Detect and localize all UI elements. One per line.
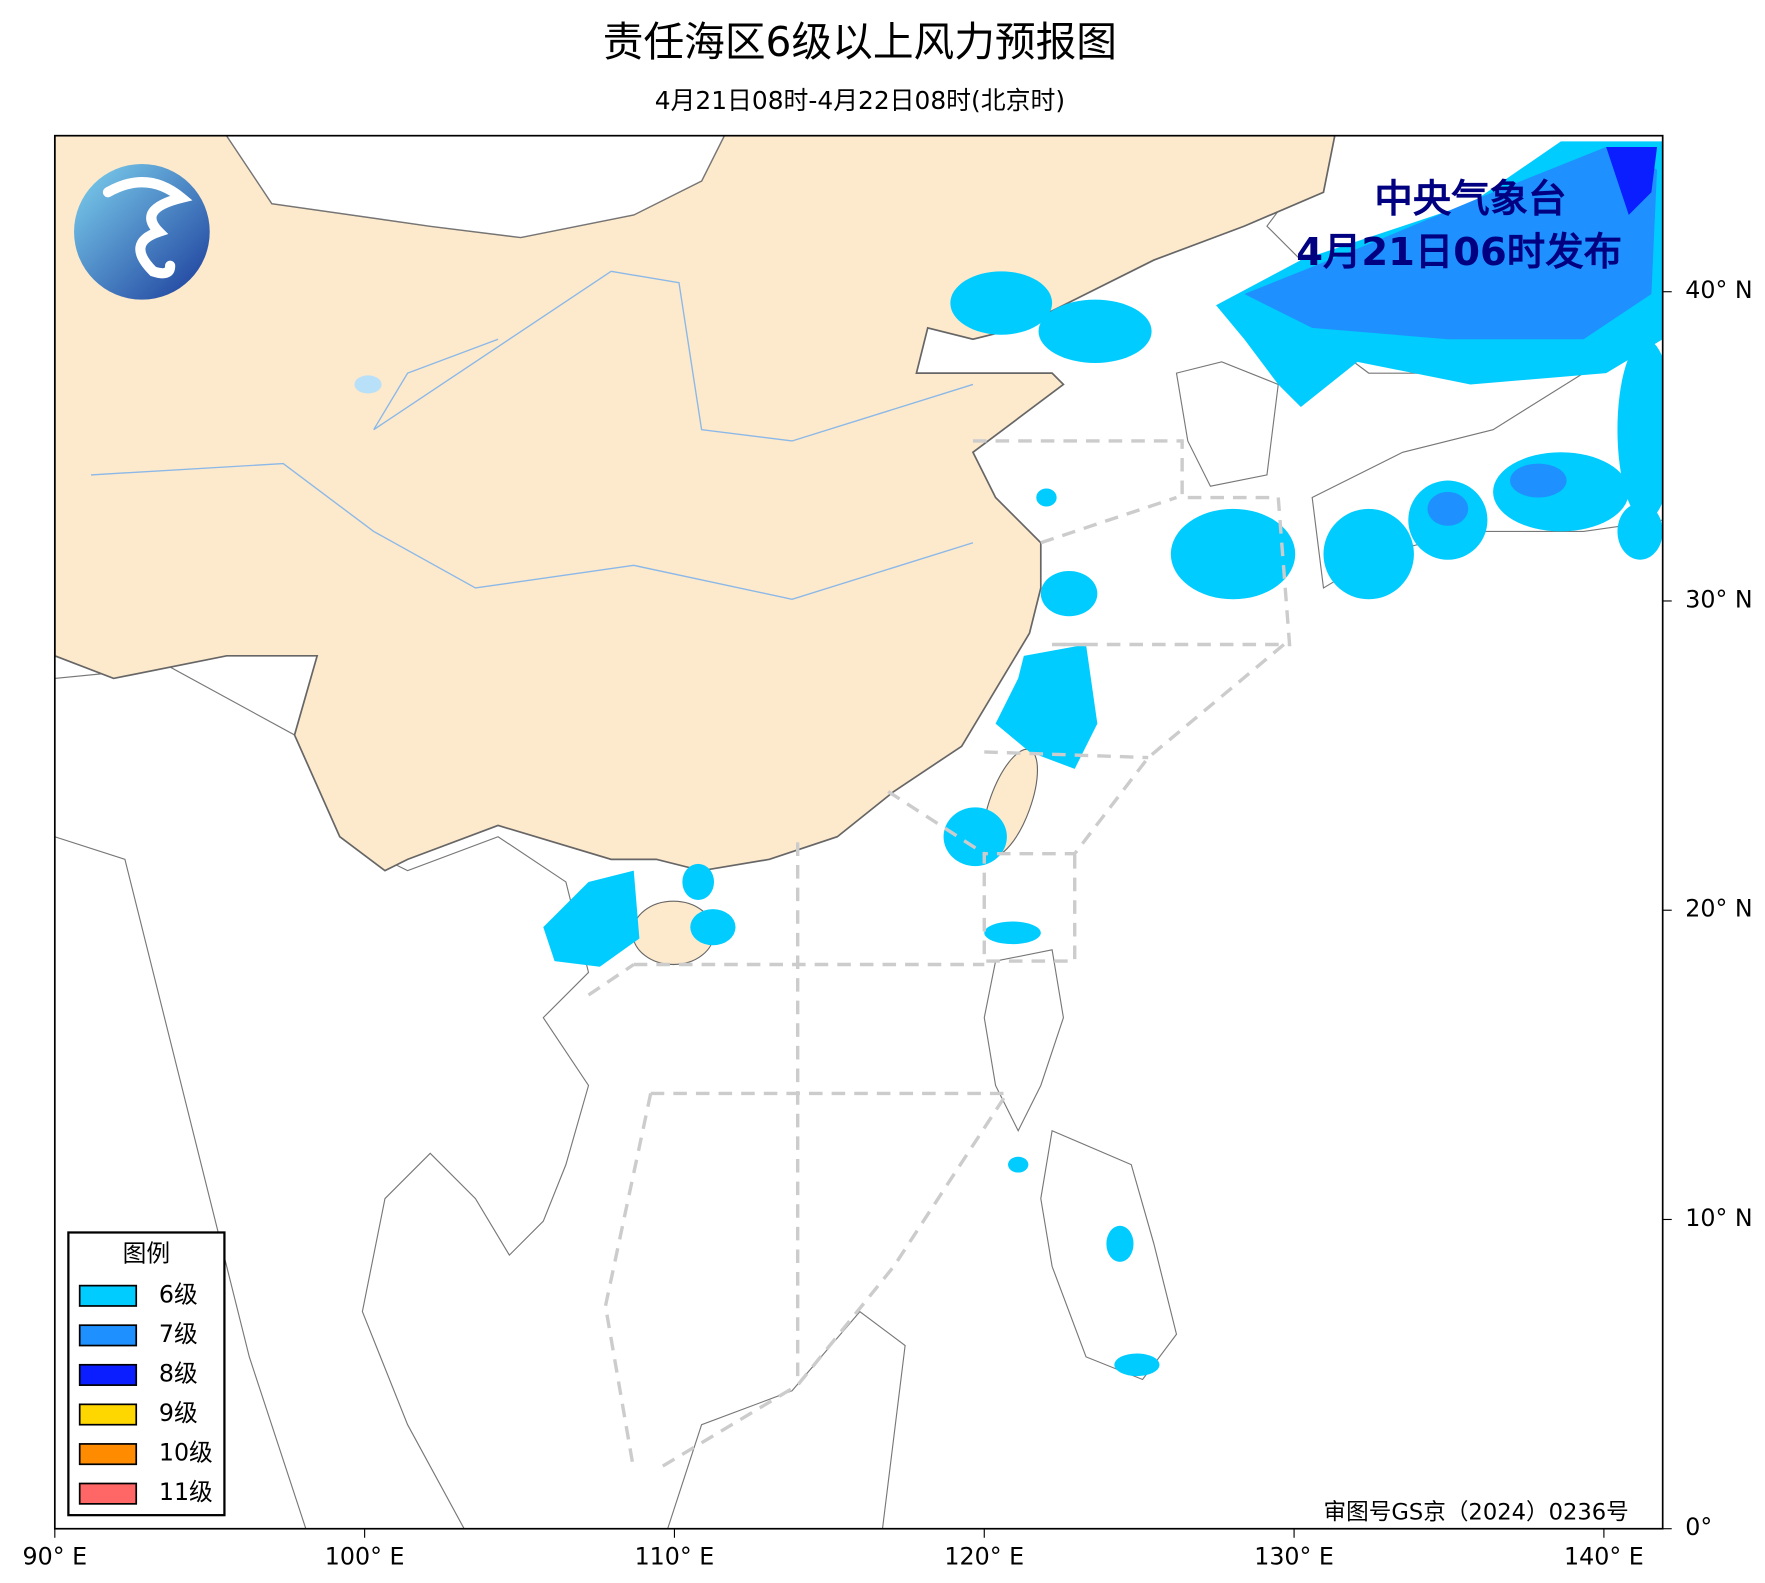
legend-label: 6级 <box>159 1280 198 1308</box>
approval-number: 审图号GS京（2024）0236号 <box>1324 1499 1629 1525</box>
issue-time: 4月21日06时发布 <box>1296 230 1622 275</box>
legend-label: 10级 <box>159 1439 213 1467</box>
legend-swatch <box>78 1363 138 1386</box>
legend-swatch <box>78 1324 138 1347</box>
map-body <box>54 135 1663 1529</box>
legend-label: 9级 <box>159 1399 198 1427</box>
y-tick-label: 0° <box>1685 1513 1712 1541</box>
x-tick-label: 90° E <box>23 1543 88 1571</box>
legend-swatch <box>78 1403 138 1426</box>
publisher: 中央气象台 <box>1374 177 1566 222</box>
x-tick-label: 130° E <box>1254 1543 1334 1571</box>
legend-label: 7级 <box>159 1320 198 1348</box>
y-tick-label: 40° N <box>1685 276 1752 304</box>
map-frame <box>53 134 1664 1530</box>
subtitle: 4月21日08时-4月22日08时(北京时) <box>655 86 1065 115</box>
legend: 图例 6级 7级 8级 9级 10级 11级 <box>67 1231 226 1517</box>
x-tick-label: 120° E <box>944 1543 1024 1571</box>
legend-swatch <box>78 1482 138 1505</box>
legend-swatch <box>78 1284 138 1307</box>
legend-title: 图例 <box>123 1240 170 1268</box>
y-tick-label: 10° N <box>1685 1204 1752 1232</box>
y-tick-label: 20° N <box>1685 895 1752 923</box>
x-tick-label: 100° E <box>325 1543 405 1571</box>
legend-swatch <box>78 1443 138 1466</box>
x-tick-label: 110° E <box>635 1543 715 1571</box>
legend-label: 8级 <box>159 1359 198 1387</box>
y-tick-label: 30° N <box>1685 585 1752 613</box>
legend-label: 11级 <box>159 1478 213 1506</box>
x-tick-label: 140° E <box>1564 1543 1644 1571</box>
title: 责任海区6级以上风力预报图 <box>603 18 1117 66</box>
logo <box>74 163 210 300</box>
